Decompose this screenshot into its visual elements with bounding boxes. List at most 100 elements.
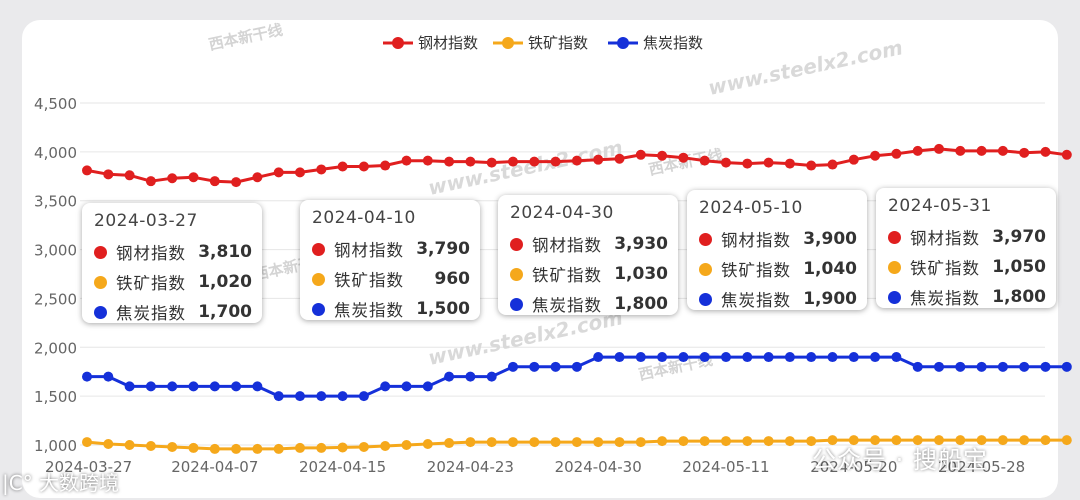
data-point[interactable]: [571, 155, 582, 166]
data-point[interactable]: [422, 439, 433, 450]
data-point[interactable]: [316, 391, 327, 402]
data-point[interactable]: [465, 371, 476, 382]
data-point[interactable]: [721, 157, 731, 168]
legend-item[interactable]: 焦炭指数: [608, 34, 703, 52]
data-point[interactable]: [891, 148, 902, 159]
data-point[interactable]: [295, 391, 305, 402]
data-point[interactable]: [380, 381, 391, 392]
data-point[interactable]: [614, 437, 625, 448]
data-point[interactable]: [721, 436, 731, 447]
data-point[interactable]: [699, 155, 710, 166]
data-point[interactable]: [1061, 149, 1072, 160]
data-point[interactable]: [699, 352, 710, 363]
data-point[interactable]: [508, 437, 518, 448]
data-point[interactable]: [145, 381, 156, 392]
data-point[interactable]: [401, 440, 412, 450]
data-point[interactable]: [891, 435, 902, 446]
data-point[interactable]: [678, 152, 689, 163]
data-point[interactable]: [252, 381, 263, 392]
data-point[interactable]: [444, 156, 455, 167]
data-point[interactable]: [912, 435, 923, 446]
data-point[interactable]: [955, 361, 966, 372]
data-point[interactable]: [380, 160, 391, 171]
data-point[interactable]: [380, 440, 391, 451]
data-point[interactable]: [401, 381, 412, 392]
data-point[interactable]: [699, 436, 710, 447]
data-point[interactable]: [337, 442, 348, 453]
data-point[interactable]: [252, 172, 263, 183]
data-point[interactable]: [870, 150, 881, 161]
data-point[interactable]: [550, 437, 561, 448]
data-point[interactable]: [1061, 435, 1072, 446]
data-point[interactable]: [337, 391, 348, 402]
data-point[interactable]: [82, 437, 92, 448]
data-point[interactable]: [231, 443, 242, 454]
data-point[interactable]: [934, 435, 944, 446]
data-point[interactable]: [976, 435, 987, 446]
data-point[interactable]: [422, 155, 433, 166]
data-point[interactable]: [1019, 361, 1030, 372]
data-point[interactable]: [827, 159, 838, 170]
data-point[interactable]: [358, 391, 369, 402]
data-point[interactable]: [657, 150, 668, 161]
data-point[interactable]: [1061, 361, 1072, 372]
data-point[interactable]: [571, 437, 582, 448]
data-point[interactable]: [635, 437, 646, 448]
data-point[interactable]: [934, 143, 944, 154]
data-point[interactable]: [635, 149, 646, 160]
data-point[interactable]: [231, 381, 242, 392]
data-point[interactable]: [316, 442, 327, 453]
data-point[interactable]: [486, 437, 497, 448]
legend-item[interactable]: 铁矿指数: [493, 34, 588, 52]
data-point[interactable]: [763, 436, 774, 447]
data-point[interactable]: [1019, 435, 1030, 446]
data-point[interactable]: [848, 435, 859, 446]
data-point[interactable]: [444, 438, 455, 449]
data-point[interactable]: [721, 352, 731, 363]
data-point[interactable]: [955, 435, 966, 446]
data-point[interactable]: [614, 153, 625, 164]
data-point[interactable]: [401, 155, 412, 166]
data-point[interactable]: [593, 437, 604, 448]
data-point[interactable]: [784, 352, 795, 363]
data-point[interactable]: [742, 158, 753, 169]
data-point[interactable]: [848, 154, 859, 165]
data-point[interactable]: [529, 156, 540, 167]
data-point[interactable]: [444, 371, 455, 382]
data-point[interactable]: [209, 443, 220, 454]
data-point[interactable]: [614, 352, 625, 363]
data-point[interactable]: [465, 437, 476, 448]
data-point[interactable]: [763, 157, 774, 168]
data-point[interactable]: [295, 442, 305, 453]
data-point[interactable]: [1040, 435, 1051, 446]
data-point[interactable]: [273, 391, 284, 402]
data-point[interactable]: [806, 352, 817, 363]
data-point[interactable]: [273, 443, 284, 454]
data-point[interactable]: [870, 435, 881, 446]
data-point[interactable]: [997, 361, 1008, 372]
legend[interactable]: 钢材指数 铁矿指数 焦炭指数: [383, 34, 703, 52]
data-point[interactable]: [955, 145, 966, 156]
data-point[interactable]: [1040, 146, 1051, 157]
data-point[interactable]: [848, 352, 859, 363]
legend-item[interactable]: 钢材指数: [383, 34, 478, 52]
data-point[interactable]: [593, 352, 604, 363]
data-point[interactable]: [742, 352, 753, 363]
data-point[interactable]: [209, 381, 220, 392]
data-point[interactable]: [486, 157, 497, 168]
data-point[interactable]: [550, 156, 561, 167]
data-point[interactable]: [252, 443, 263, 454]
data-point[interactable]: [295, 167, 305, 178]
data-point[interactable]: [231, 177, 242, 188]
data-point[interactable]: [273, 167, 284, 178]
data-point[interactable]: [870, 352, 881, 363]
data-point[interactable]: [82, 165, 92, 176]
data-point[interactable]: [827, 352, 838, 363]
data-point[interactable]: [124, 440, 135, 450]
data-point[interactable]: [571, 361, 582, 372]
data-point[interactable]: [784, 436, 795, 447]
data-point[interactable]: [1040, 361, 1051, 372]
data-point[interactable]: [358, 441, 369, 452]
data-point[interactable]: [82, 371, 92, 382]
data-point[interactable]: [486, 371, 497, 382]
